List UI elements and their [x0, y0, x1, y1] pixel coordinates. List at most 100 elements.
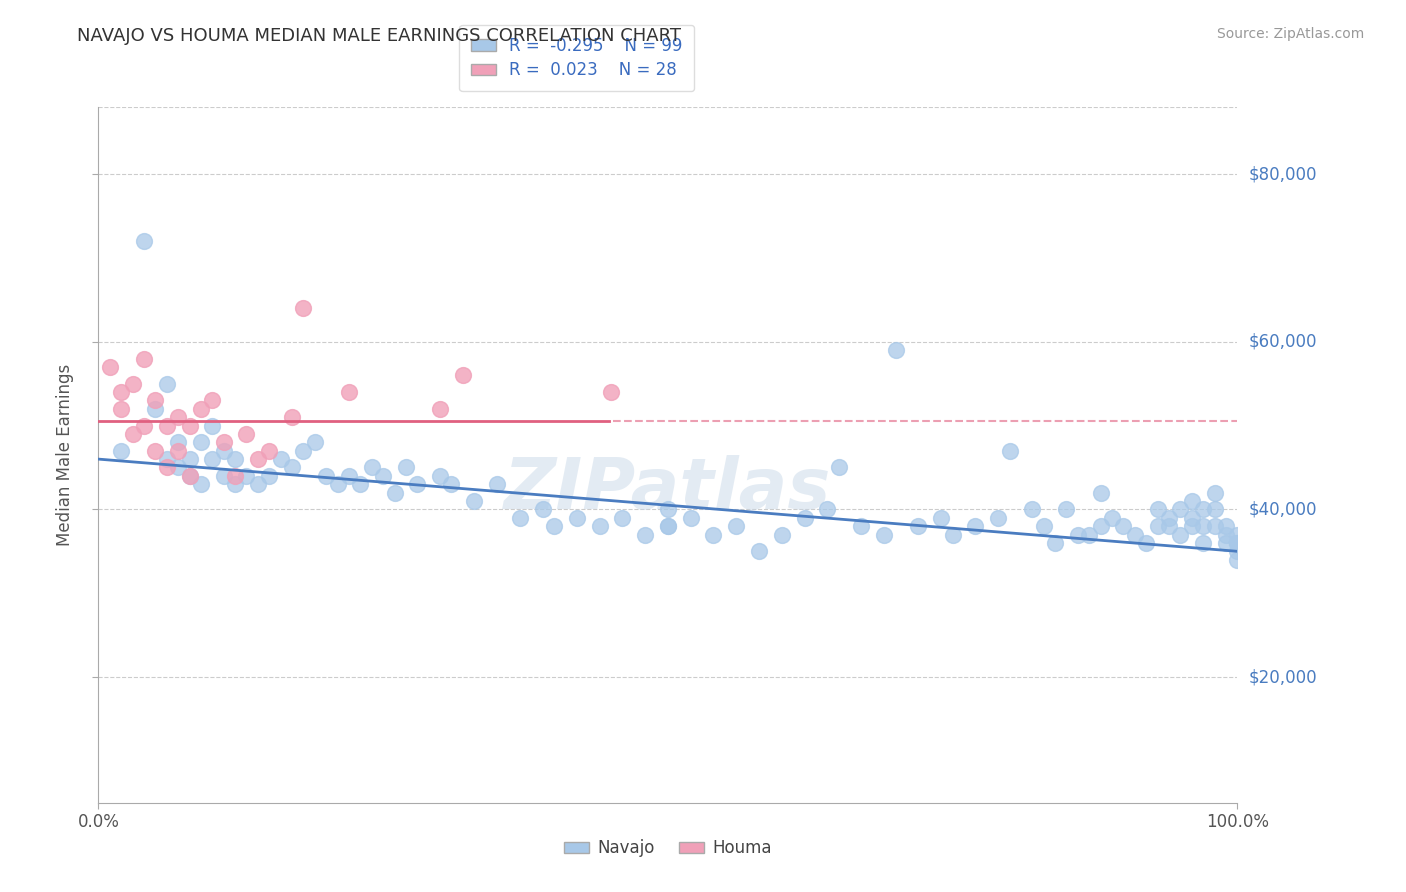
Point: [1135, 536, 1157, 550]
Point: [384, 485, 406, 500]
Point: [657, 519, 679, 533]
Point: [1192, 502, 1215, 516]
Point: [1192, 536, 1215, 550]
Point: [1226, 536, 1249, 550]
Point: [281, 460, 304, 475]
Point: [657, 519, 679, 533]
Point: [259, 468, 281, 483]
Point: [1215, 519, 1237, 533]
Point: [1226, 552, 1249, 566]
Point: [793, 510, 815, 524]
Point: [337, 468, 360, 483]
Text: $40,000: $40,000: [1249, 500, 1317, 518]
Point: [1021, 502, 1043, 516]
Point: [851, 519, 873, 533]
Point: [349, 477, 371, 491]
Point: [212, 443, 235, 458]
Point: [190, 401, 212, 416]
Point: [1204, 485, 1226, 500]
Point: [132, 351, 155, 366]
Point: [326, 477, 349, 491]
Point: [440, 477, 463, 491]
Point: [565, 510, 588, 524]
Point: [725, 519, 748, 533]
Point: [679, 510, 702, 524]
Point: [770, 527, 793, 541]
Point: [815, 502, 838, 516]
Point: [429, 468, 451, 483]
Point: [201, 418, 224, 433]
Text: $60,000: $60,000: [1249, 333, 1317, 351]
Point: [315, 468, 337, 483]
Point: [246, 452, 269, 467]
Point: [224, 452, 246, 467]
Point: [190, 477, 212, 491]
Point: [463, 494, 485, 508]
Point: [156, 376, 179, 391]
Text: $20,000: $20,000: [1249, 668, 1317, 686]
Point: [1146, 519, 1168, 533]
Point: [360, 460, 382, 475]
Point: [145, 401, 167, 416]
Point: [987, 510, 1010, 524]
Point: [828, 460, 851, 475]
Point: [179, 468, 201, 483]
Point: [1101, 510, 1123, 524]
Point: [179, 468, 201, 483]
Y-axis label: Median Male Earnings: Median Male Earnings: [56, 364, 75, 546]
Point: [1157, 519, 1180, 533]
Point: [657, 502, 679, 516]
Point: [190, 435, 212, 450]
Point: [167, 410, 190, 425]
Point: [156, 418, 179, 433]
Point: [588, 519, 610, 533]
Point: [1112, 519, 1135, 533]
Point: [600, 385, 623, 400]
Point: [1067, 527, 1090, 541]
Point: [1215, 536, 1237, 550]
Point: [281, 410, 304, 425]
Point: [1170, 502, 1192, 516]
Point: [884, 343, 907, 358]
Point: [1215, 527, 1237, 541]
Point: [543, 519, 565, 533]
Point: [702, 527, 724, 541]
Point: [1204, 519, 1226, 533]
Point: [1226, 536, 1249, 550]
Point: [429, 401, 451, 416]
Point: [1204, 502, 1226, 516]
Text: NAVAJO VS HOUMA MEDIAN MALE EARNINGS CORRELATION CHART: NAVAJO VS HOUMA MEDIAN MALE EARNINGS COR…: [77, 27, 682, 45]
Point: [907, 519, 929, 533]
Point: [1090, 519, 1112, 533]
Point: [121, 376, 143, 391]
Point: [145, 393, 167, 408]
Point: [292, 443, 315, 458]
Point: [998, 443, 1021, 458]
Point: [451, 368, 474, 383]
Point: [531, 502, 554, 516]
Point: [167, 435, 190, 450]
Point: [873, 527, 896, 541]
Point: [942, 527, 965, 541]
Point: [1226, 544, 1249, 558]
Point: [1146, 502, 1168, 516]
Point: [1123, 527, 1146, 541]
Point: [110, 443, 132, 458]
Point: [121, 427, 143, 442]
Point: [212, 435, 235, 450]
Point: [509, 510, 531, 524]
Point: [748, 544, 770, 558]
Point: [1170, 527, 1192, 541]
Text: $80,000: $80,000: [1249, 165, 1317, 183]
Point: [304, 435, 326, 450]
Point: [201, 452, 224, 467]
Point: [292, 301, 315, 316]
Point: [1192, 519, 1215, 533]
Point: [1181, 510, 1204, 524]
Point: [395, 460, 418, 475]
Point: [1032, 519, 1054, 533]
Point: [929, 510, 952, 524]
Point: [1090, 485, 1112, 500]
Point: [1226, 527, 1249, 541]
Point: [145, 443, 167, 458]
